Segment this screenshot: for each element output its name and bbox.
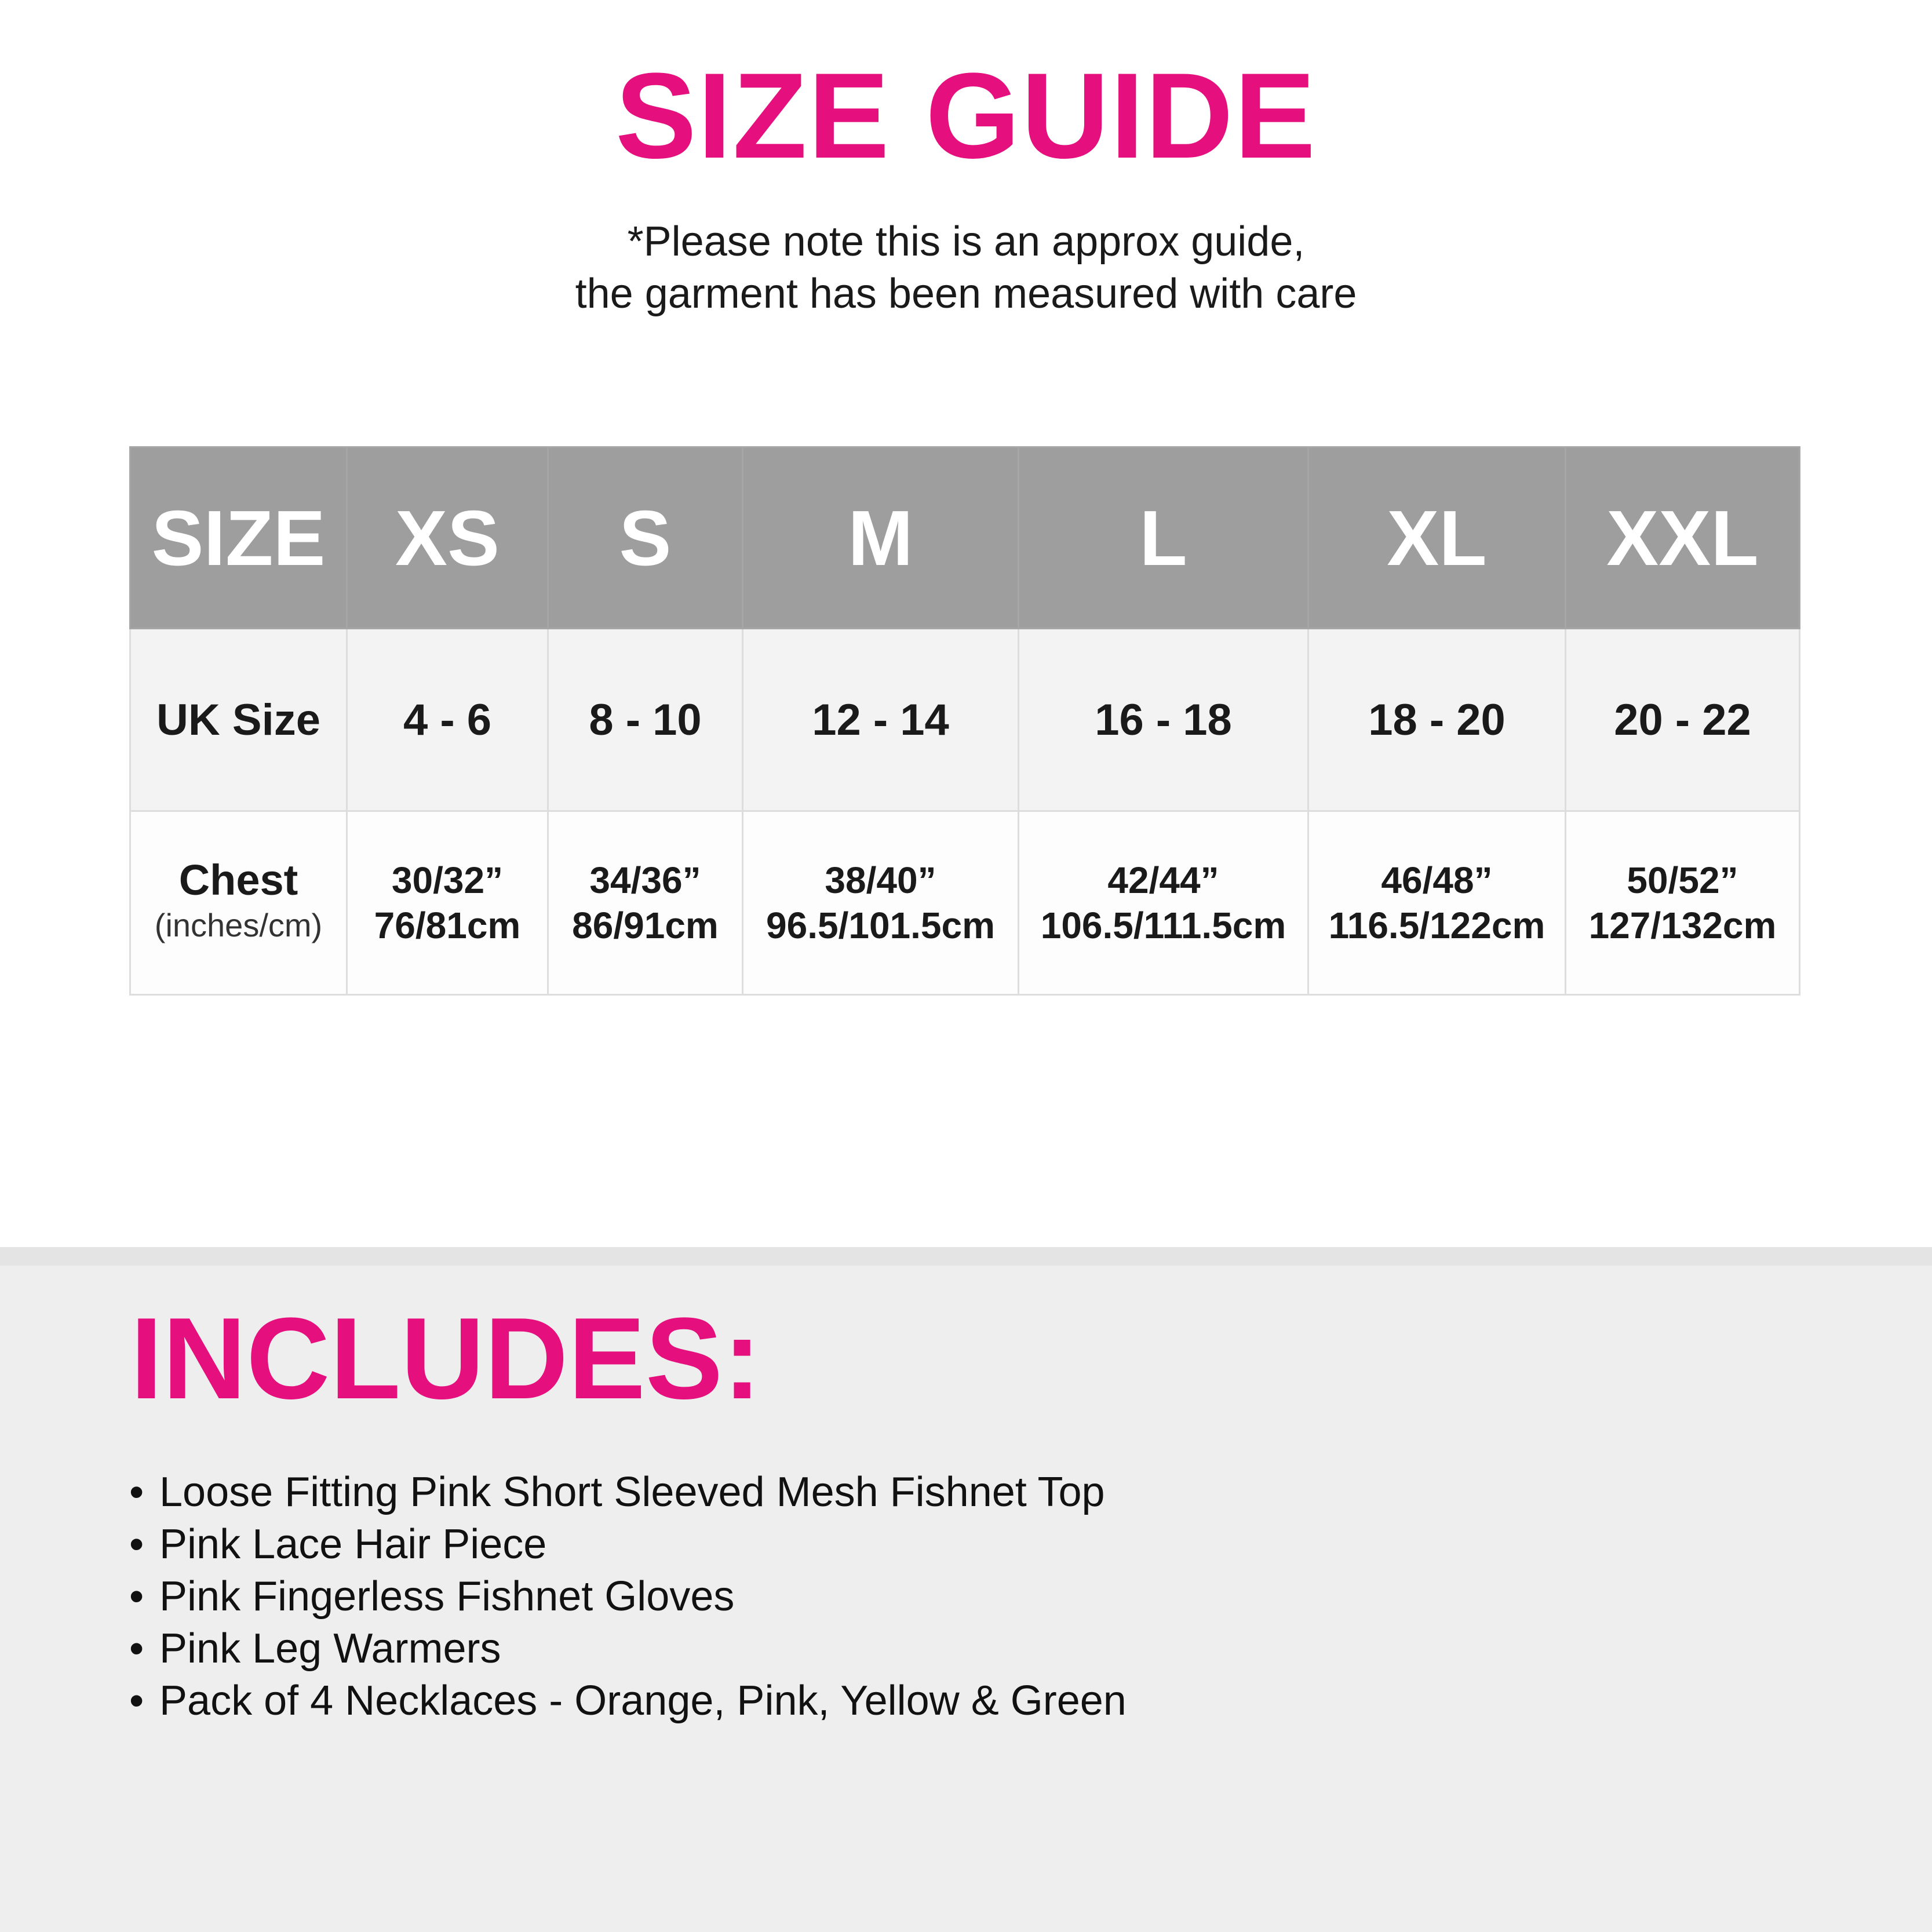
chest-cm: 96.5/101.5cm	[766, 905, 995, 946]
header-cell: M	[742, 446, 1019, 629]
bullet: •	[129, 1521, 144, 1568]
chest-inches: 30/32”	[391, 859, 504, 901]
table-cell: 18 - 20	[1307, 628, 1566, 811]
table-cell: 34/36” 86/91cm	[547, 810, 743, 996]
bullet: •	[129, 1573, 144, 1620]
item-text: Pink Fingerless Fishnet Gloves	[159, 1573, 735, 1620]
item-text: Pink Leg Warmers	[159, 1625, 501, 1672]
header-cell: SIZE	[129, 446, 348, 629]
table-cell: 20 - 22	[1565, 628, 1800, 811]
table-row-uk-size: UK Size 4 - 6 8 - 10 12 - 14 16 - 18 18 …	[129, 628, 1800, 811]
table-cell: 46/48” 116.5/122cm	[1307, 810, 1566, 996]
list-item: • Pink Leg Warmers	[129, 1623, 1127, 1675]
table-cell: 50/52” 127/132cm	[1565, 810, 1800, 996]
table-cell: 12 - 14	[742, 628, 1019, 811]
chest-inches: 46/48”	[1381, 859, 1493, 901]
chest-inches: 42/44”	[1107, 859, 1219, 901]
chest-inches: 34/36”	[589, 859, 701, 901]
header-cell: S	[547, 446, 743, 629]
note-line: the garment has been measured with care	[575, 271, 1357, 317]
chest-cm: 86/91cm	[572, 905, 719, 946]
chest-inches: 38/40”	[825, 859, 936, 901]
size-table: SIZE XS S M L XL XXL UK Size 4 - 6 8 - 1…	[129, 446, 1800, 996]
chest-sublabel: (inches/cm)	[154, 907, 323, 943]
includes-title: INCLUDES:	[130, 1294, 761, 1423]
list-item: • Pack of 4 Necklaces - Orange, Pink, Yel…	[129, 1675, 1127, 1727]
bullet: •	[129, 1678, 144, 1724]
chest-cm: 76/81cm	[374, 905, 521, 946]
table-header-row: SIZE XS S M L XL XXL	[129, 446, 1800, 629]
bullet: •	[129, 1469, 144, 1515]
item-text: Loose Fitting Pink Short Sleeved Mesh Fi…	[159, 1469, 1105, 1515]
includes-list: • Loose Fitting Pink Short Sleeved Mesh F…	[129, 1466, 1127, 1727]
note-line: *Please note this is an approx guide,	[627, 218, 1305, 265]
chest-label: Chest	[178, 856, 298, 904]
chest-inches: 50/52”	[1627, 859, 1738, 901]
row-label: UK Size	[129, 628, 348, 811]
bullet: •	[129, 1625, 144, 1672]
row-label: Chest (inches/cm)	[129, 810, 348, 996]
table-cell: 4 - 6	[346, 628, 549, 811]
table-cell: 16 - 18	[1018, 628, 1309, 811]
size-note: *Please note this is an approx guide, th…	[0, 216, 1932, 320]
header-cell: XXL	[1565, 446, 1800, 629]
table-cell: 42/44” 106.5/111.5cm	[1018, 810, 1309, 996]
section-divider	[0, 1247, 1932, 1266]
item-text: Pack of 4 Necklaces - Orange, Pink, Yell…	[159, 1678, 1127, 1724]
header-cell: XS	[346, 446, 549, 629]
chest-cm: 116.5/122cm	[1328, 905, 1545, 946]
page-title: SIZE GUIDE	[615, 48, 1317, 184]
header-cell: L	[1018, 446, 1309, 629]
table-cell: 38/40” 96.5/101.5cm	[742, 810, 1019, 996]
table-cell: 30/32” 76/81cm	[346, 810, 549, 996]
chest-cm: 106.5/111.5cm	[1040, 905, 1286, 946]
header-cell: XL	[1307, 446, 1566, 629]
item-text: Pink Lace Hair Piece	[159, 1521, 547, 1568]
list-item: • Pink Fingerless Fishnet Gloves	[129, 1570, 1127, 1623]
list-item: • Pink Lace Hair Piece	[129, 1518, 1127, 1570]
chest-cm: 127/132cm	[1588, 905, 1777, 946]
includes-section	[0, 1247, 1932, 1932]
table-cell: 8 - 10	[547, 628, 743, 811]
list-item: • Loose Fitting Pink Short Sleeved Mesh F…	[129, 1466, 1127, 1518]
table-row-chest: Chest (inches/cm) 30/32” 76/81cm 34/36” 86…	[129, 810, 1800, 996]
